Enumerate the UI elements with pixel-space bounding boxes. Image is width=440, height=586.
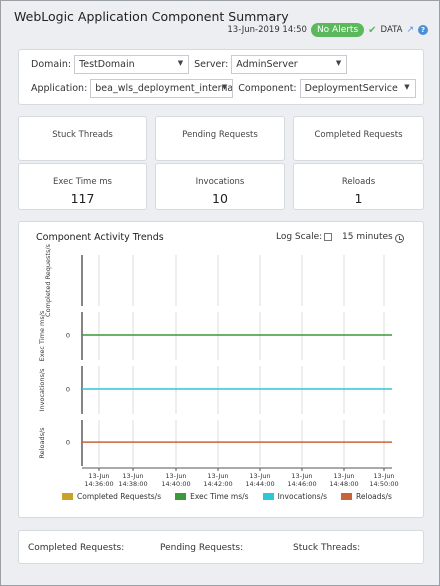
summary-bar: Completed Requests: Pending Requests: St… — [18, 530, 424, 564]
external-link-icon[interactable]: ↗ — [406, 25, 414, 35]
legend-swatch — [175, 493, 187, 500]
kpi-stuck-threads[interactable]: Stuck Threads — [18, 116, 147, 161]
kpi-label: Exec Time ms — [53, 177, 112, 187]
kpi-completed-requests[interactable]: Completed Requests — [293, 116, 424, 161]
component-label: Component: — [238, 83, 297, 94]
domain-select[interactable]: TestDomain ▼ — [74, 55, 190, 74]
kpi-label: Pending Requests — [182, 130, 258, 140]
time-range-label[interactable]: 15 minutes — [342, 232, 393, 242]
kpi-label: Completed Requests — [314, 130, 403, 140]
log-scale-toggle[interactable]: Log Scale: — [276, 232, 333, 242]
component-value: DeploymentService — [304, 83, 398, 94]
legend-swatch — [341, 493, 352, 500]
kpi-value: 117 — [70, 191, 95, 206]
kpi-reloads[interactable]: Reloads 1 — [293, 163, 424, 210]
chevron-down-icon: ▼ — [404, 83, 410, 91]
legend-label: Reloads/s — [356, 492, 392, 501]
kpi-label: Invocations — [195, 177, 245, 187]
kpi-value: 1 — [354, 191, 363, 206]
page-title: WebLogic Application Component Summary — [14, 9, 289, 24]
legend-item[interactable]: Completed Requests/s — [62, 492, 161, 501]
legend-item[interactable]: Reloads/s — [341, 492, 392, 501]
component-select[interactable]: DeploymentService ▼ — [299, 79, 416, 98]
server-select[interactable]: AdminServer ▼ — [231, 55, 348, 74]
domain-label: Domain: — [31, 59, 72, 70]
legend-item[interactable]: Exec Time ms/s — [175, 492, 249, 501]
kpi-exec-time[interactable]: Exec Time ms 117 — [18, 163, 147, 210]
legend-swatch — [262, 493, 274, 500]
chart-title: Component Activity Trends — [36, 232, 164, 243]
chart-legend: Completed Requests/s Exec Time ms/s Invo… — [62, 492, 392, 501]
timestamp: 13-Jun-2019 14:50 — [227, 25, 307, 35]
clock-icon[interactable] — [395, 234, 404, 243]
application-label: Application: — [31, 83, 88, 94]
legend-item[interactable]: Invocations/s — [262, 492, 327, 501]
kpi-invocations[interactable]: Invocations 10 — [155, 163, 285, 210]
stuck-threads-label: Stuck Threads: — [293, 543, 361, 553]
log-scale-label: Log Scale: — [276, 232, 323, 242]
trend-chart-panel — [18, 221, 424, 518]
log-scale-checkbox[interactable] — [324, 233, 333, 241]
completed-requests-label: Completed Requests: — [28, 543, 125, 553]
application-value: bea_wls_deployment_internal — [95, 83, 234, 94]
legend-swatch — [62, 493, 73, 500]
application-select[interactable]: bea_wls_deployment_internal ▼ — [90, 79, 234, 98]
filter-row-1: Domain: TestDomain ▼ Server: AdminServer… — [31, 55, 348, 74]
legend-label: Invocations/s — [277, 492, 327, 501]
filter-row-2: Application: bea_wls_deployment_internal… — [31, 79, 416, 98]
data-label[interactable]: DATA — [380, 25, 403, 35]
header-status: 13-Jun-2019 14:50 No Alerts ✔ DATA ↗ ? — [227, 23, 428, 37]
chevron-down-icon: ▼ — [221, 83, 228, 91]
chevron-down-icon: ▼ — [335, 59, 342, 67]
kpi-value: 10 — [212, 191, 228, 206]
server-label: Server: — [194, 59, 229, 70]
legend-label: Completed Requests/s — [77, 492, 162, 501]
server-value: AdminServer — [236, 59, 298, 70]
domain-value: TestDomain — [79, 59, 135, 70]
kpi-pending-requests[interactable]: Pending Requests — [155, 116, 285, 161]
kpi-label: Stuck Threads — [52, 130, 113, 140]
check-icon: ✔ — [368, 24, 377, 36]
kpi-label: Reloads — [341, 177, 376, 187]
legend-label: Exec Time ms/s — [190, 492, 249, 501]
chevron-down-icon: ▼ — [177, 59, 184, 67]
alert-badge[interactable]: No Alerts — [310, 23, 365, 37]
pending-requests-label: Pending Requests: — [160, 543, 244, 553]
help-icon[interactable]: ? — [418, 25, 428, 35]
